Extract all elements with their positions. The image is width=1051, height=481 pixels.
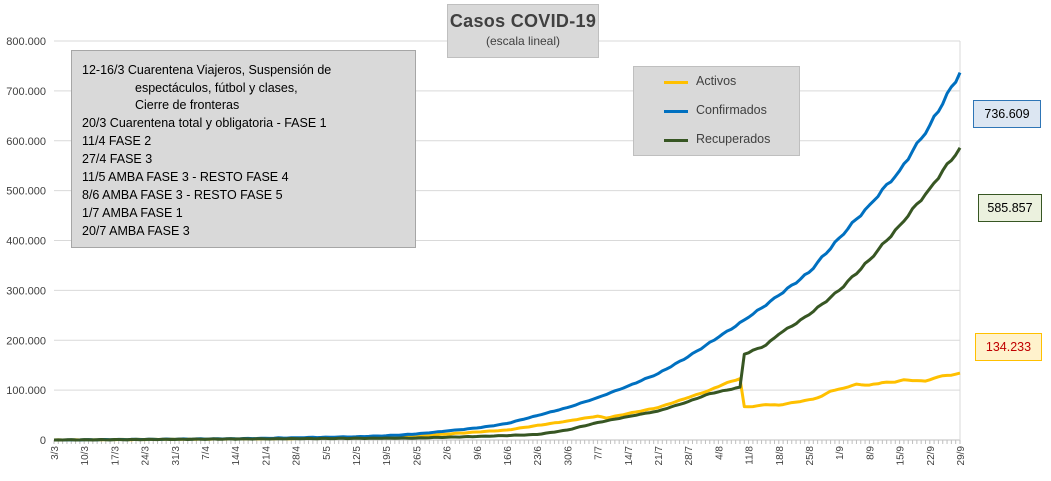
x-tick-label: 31/3 bbox=[171, 446, 182, 466]
annotation-line: 20/3 Cuarentena total y obligatoria - FA… bbox=[82, 116, 327, 130]
x-tick-label: 19/5 bbox=[382, 446, 393, 466]
x-tick-label: 24/3 bbox=[141, 446, 152, 466]
x-tick-label: 7/4 bbox=[201, 446, 212, 460]
x-tick-label: 14/7 bbox=[624, 446, 635, 466]
x-tick-label: 15/9 bbox=[896, 446, 907, 466]
activos-last-value: 134.233 bbox=[975, 333, 1042, 361]
x-tick-label: 21/4 bbox=[261, 446, 272, 466]
x-tick-label: 21/7 bbox=[654, 446, 665, 466]
y-tick-label: 600.000 bbox=[6, 136, 46, 148]
x-tick-label: 29/9 bbox=[956, 446, 967, 466]
x-tick-label: 28/4 bbox=[292, 446, 303, 466]
annotation-line: espectáculos, fútbol y clases, bbox=[135, 81, 298, 95]
annotation-line: 12-16/3 Cuarentena Viajeros, Suspensión … bbox=[82, 63, 332, 77]
x-tick-label: 10/3 bbox=[80, 446, 91, 466]
x-tick-label: 28/7 bbox=[684, 446, 695, 466]
annotation-line: 1/7 AMBA FASE 1 bbox=[82, 206, 183, 220]
y-tick-label: 700.000 bbox=[6, 86, 46, 98]
x-tick-label: 30/6 bbox=[563, 446, 574, 466]
x-tick-label: 4/8 bbox=[714, 446, 725, 460]
legend-swatch bbox=[664, 110, 688, 113]
legend-label: Activos bbox=[696, 74, 737, 88]
legend-item-recuperados: Recuperados bbox=[664, 130, 794, 150]
annotation-line: 20/7 AMBA FASE 3 bbox=[82, 224, 190, 238]
chart-subtitle: (escala lineal) bbox=[485, 34, 561, 48]
x-tick-label: 1/9 bbox=[835, 446, 846, 460]
series-lines bbox=[53, 71, 962, 442]
legend-swatch bbox=[664, 81, 688, 84]
confirmados-last-value: 736.609 bbox=[973, 100, 1041, 128]
chart-title: Casos COVID-19 bbox=[449, 11, 597, 31]
y-tick-label: 200.000 bbox=[6, 335, 46, 347]
legend: Activos Confirmados Recuperados bbox=[633, 66, 800, 156]
y-tick-label: 300.000 bbox=[6, 285, 46, 297]
series-line-activos bbox=[53, 371, 961, 442]
legend-item-activos: Activos bbox=[664, 72, 794, 92]
annotation-line: 27/4 FASE 3 bbox=[82, 152, 153, 166]
y-tick-label: 500.000 bbox=[6, 186, 46, 198]
x-tick-label: 18/8 bbox=[775, 446, 786, 466]
legend-swatch bbox=[664, 139, 688, 142]
x-tick-label: 2/6 bbox=[443, 446, 454, 460]
y-tick-label: 0 bbox=[40, 435, 46, 447]
annotation-line: 8/6 AMBA FASE 3 - RESTO FASE 5 bbox=[82, 188, 283, 202]
legend-item-confirmados: Confirmados bbox=[664, 101, 794, 121]
x-tick-label: 8/9 bbox=[865, 446, 876, 460]
annotation-line: 11/5 AMBA FASE 3 - RESTO FASE 4 bbox=[82, 170, 289, 184]
x-tick-label: 22/9 bbox=[926, 446, 937, 466]
x-tick-label: 26/5 bbox=[412, 446, 423, 466]
annotation-line: Cierre de fronteras bbox=[135, 98, 240, 112]
chart-title-box: Casos COVID-19 (escala lineal) bbox=[447, 4, 599, 58]
y-tick-label: 100.000 bbox=[6, 385, 46, 397]
x-tick-label: 12/5 bbox=[352, 446, 363, 466]
x-tick-label: 9/6 bbox=[473, 446, 484, 460]
x-tick-label: 16/6 bbox=[503, 446, 514, 466]
recuperados-last-value: 585.857 bbox=[978, 194, 1042, 222]
annotation-line: 11/4 FASE 2 bbox=[82, 134, 152, 148]
x-tick-label: 7/7 bbox=[594, 446, 605, 460]
y-tick-label: 400.000 bbox=[6, 236, 46, 248]
x-tick-label: 23/6 bbox=[533, 446, 544, 466]
x-tick-label: 5/5 bbox=[322, 446, 333, 460]
x-tick-label: 25/8 bbox=[805, 446, 816, 466]
legend-label: Confirmados bbox=[696, 103, 767, 117]
y-tick-label: 800.000 bbox=[6, 36, 46, 48]
x-tick-label: 17/3 bbox=[110, 446, 121, 466]
x-tick-label: 3/3 bbox=[50, 446, 61, 460]
x-tick-label: 11/8 bbox=[745, 446, 756, 465]
x-tick-label: 14/4 bbox=[231, 446, 242, 466]
measures-annotation-box: 12-16/3 Cuarentena Viajeros, Suspensión … bbox=[71, 50, 416, 248]
legend-label: Recuperados bbox=[696, 132, 771, 146]
series-line-recuperados bbox=[54, 147, 962, 442]
